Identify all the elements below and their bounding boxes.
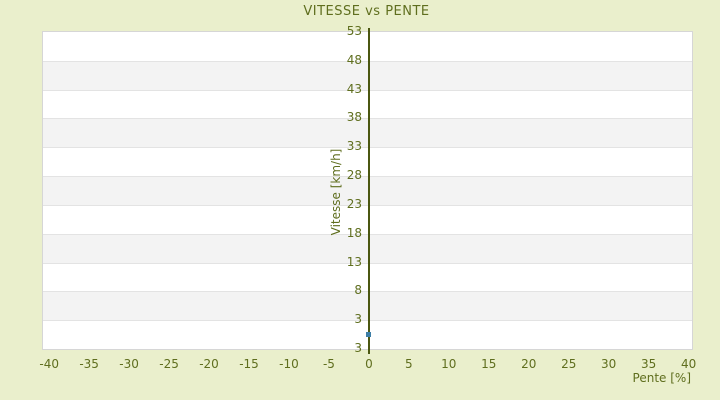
y-tick-label: 3 [354,341,362,355]
y-tick-label: 38 [346,110,362,125]
plot-band [43,89,692,119]
y-axis-zero-line [367,28,370,354]
x-tick-label: 5 [405,357,413,371]
y-tick-label: 18 [346,225,362,240]
plot-band [43,204,692,234]
x-tick-label: 30 [601,357,617,371]
y-tick-label: 8 [354,283,362,298]
plot-band [43,262,692,292]
x-tick-label: 25 [561,357,577,371]
x-tick-label: -10 [279,357,299,371]
plot-band [43,291,692,321]
y-tick-label: 53 [346,24,362,38]
y-tick-label: 13 [346,254,362,269]
data-point [366,331,372,337]
x-tick-label: -35 [79,357,99,371]
y-tick-label: 23 [346,196,362,211]
plot-band [43,60,692,90]
y-tick-label: 28 [346,168,362,183]
y-tick-label: 48 [346,52,362,67]
plot-band [43,176,692,205]
x-tick-label: 10 [441,357,457,371]
y-tick-label: 43 [346,81,362,96]
x-tick-label: -20 [199,357,219,371]
plot-band [43,32,692,61]
y-tick-label: 3 [354,312,362,327]
y-tick-label: 33 [346,139,362,154]
chart-title: VITESSE vs PENTE [303,4,430,19]
x-tick-label: -30 [119,357,139,371]
plot-band [43,118,692,148]
x-tick-label: -25 [159,357,179,371]
x-tick-label: -15 [239,357,259,371]
x-tick-label: 40 [680,357,697,371]
x-tick-label: 0 [365,357,373,371]
x-tick-label: 15 [481,357,497,371]
plot-band [43,147,692,177]
x-tick-label: -5 [322,357,335,371]
x-tick-label: 20 [521,357,537,371]
x-axis-title: Pente [%] [632,371,691,385]
plot-band [43,233,692,263]
x-tick-label: -40 [39,357,59,371]
x-tick-label: 35 [640,357,657,371]
